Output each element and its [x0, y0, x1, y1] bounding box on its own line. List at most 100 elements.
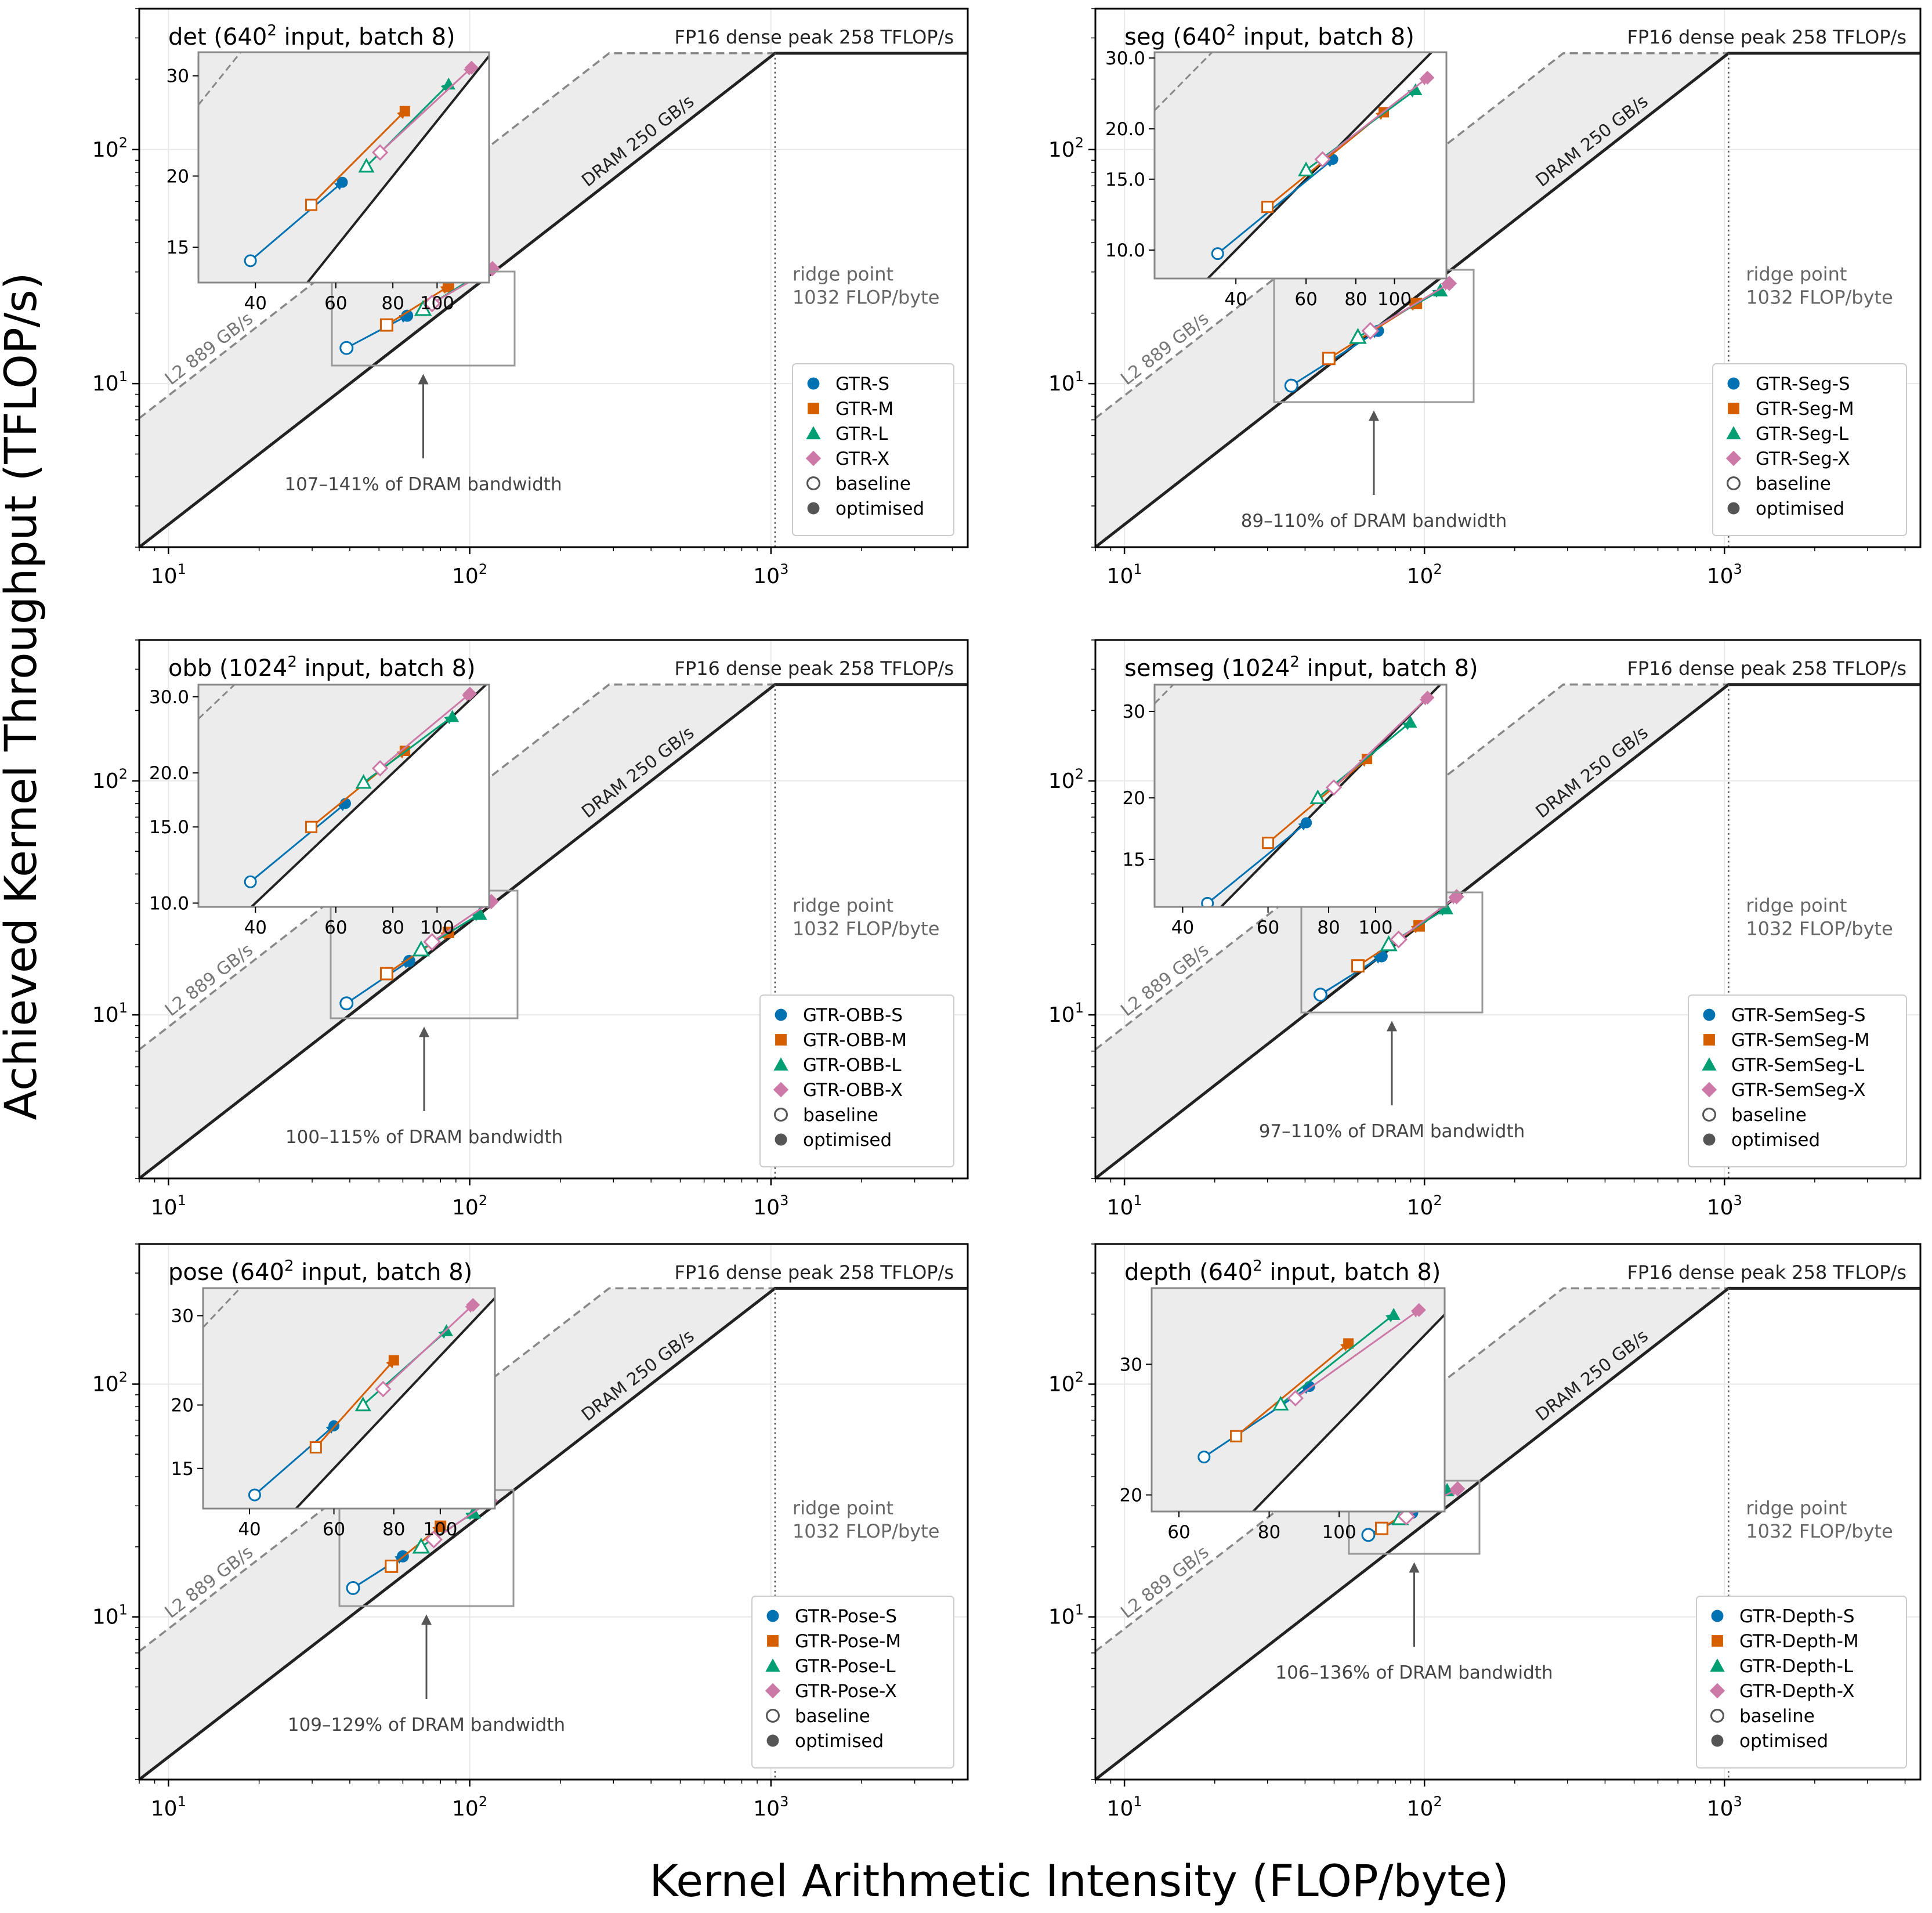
y-tick-base: 10 — [92, 1605, 119, 1629]
panel-title-name: semseg (1024 — [1124, 655, 1290, 682]
legend-label: GTR-Pose-S — [795, 1606, 897, 1627]
x-tick-exp: 2 — [479, 561, 487, 577]
x-tick-exp: 3 — [1734, 1192, 1742, 1209]
inset-baseline-point — [1309, 789, 1326, 804]
annotation-text: 97–110% of DRAM bandwidth — [1259, 1121, 1525, 1142]
inset-frame — [197, 684, 490, 908]
y-tick-base: 10 — [1048, 769, 1075, 793]
legend-marker — [1726, 426, 1741, 440]
inset-x-tick-label: 100 — [423, 1519, 457, 1540]
axes-frame — [138, 8, 969, 548]
baseline-point — [1322, 352, 1336, 366]
inset-y-tick-label: 30.0 — [1105, 48, 1145, 69]
x-tick-base: 10 — [1107, 1797, 1134, 1821]
inset-optimised-point — [1420, 690, 1435, 705]
inset-x-tick-label: 40 — [1224, 289, 1247, 310]
inset-band — [203, 1288, 495, 1509]
x-tick-base: 10 — [1707, 565, 1734, 588]
x-tick-label: 103 — [753, 561, 788, 588]
legend-marker — [1710, 1709, 1724, 1723]
inset-baseline-point — [1272, 1395, 1289, 1411]
inset-baseline-point — [1262, 837, 1275, 849]
inset-baseline-point — [1230, 1430, 1243, 1442]
axes-frame — [138, 1243, 969, 1781]
annotation-text: 100–115% of DRAM bandwidth — [285, 1127, 563, 1148]
inset-y-tick-label: 20.0 — [1105, 119, 1145, 140]
ridge-label: 1032 FLOP/byte — [1746, 287, 1893, 309]
inset-plot-area — [1152, 1288, 1445, 1511]
inset-series-arrow — [254, 1424, 335, 1496]
baseline-point — [1361, 321, 1380, 340]
legend-marker — [805, 450, 822, 467]
optimised-point — [1449, 889, 1464, 905]
x-tick-exp: 1 — [1133, 1192, 1142, 1209]
panel-title-name: seg (640 — [1124, 24, 1227, 50]
inset-baseline-point — [1201, 896, 1214, 907]
inset-optimised-point — [399, 106, 410, 117]
legend-label: baseline — [795, 1706, 870, 1727]
legend-marker — [806, 426, 821, 440]
legend-marker — [1710, 1658, 1725, 1672]
inset-series-arrow — [1294, 1309, 1421, 1400]
inset-baseline-point — [371, 760, 389, 777]
legend-label: GTR-Seg-X — [1756, 449, 1850, 469]
inset-optimised-point — [464, 60, 479, 75]
inset-y-tick-label: 15 — [171, 1459, 194, 1480]
x-tick-label: 102 — [1407, 1793, 1442, 1821]
inset-series-arrow — [315, 1359, 395, 1448]
x-tick-label: 101 — [151, 1793, 186, 1821]
inset-y-tick-label: 30 — [167, 66, 189, 87]
baseline-point — [1397, 1507, 1416, 1525]
baseline-point — [423, 294, 442, 313]
baseline-point — [412, 1538, 430, 1554]
axes-frame — [1094, 8, 1922, 548]
optimised-point — [1441, 276, 1457, 291]
ridge-label: ridge point — [793, 1497, 893, 1519]
legend-marker — [1727, 502, 1740, 515]
y-tick-label: 101 — [1048, 368, 1084, 396]
inset-x-tick-label: 60 — [323, 1519, 345, 1540]
baseline-point — [379, 967, 393, 981]
inset-y-tick-label: 20.0 — [149, 763, 189, 784]
legend-label: baseline — [1756, 473, 1831, 494]
inset-y-tick-label: 30 — [171, 1306, 194, 1327]
inset-baseline-point — [1325, 779, 1343, 796]
x-tick-exp: 2 — [1433, 1192, 1442, 1209]
legend-label: GTR-OBB-M — [803, 1030, 907, 1051]
x-tick-label: 102 — [1407, 561, 1442, 588]
axes-frame — [1094, 1243, 1922, 1781]
series-arrow — [1370, 282, 1451, 332]
legend-marker — [766, 1709, 780, 1723]
legend-label: optimised — [1756, 498, 1844, 519]
baseline-point — [1351, 959, 1365, 973]
panel-title-rest: input, batch 8) — [277, 24, 455, 50]
series-arrow — [431, 901, 493, 943]
legend-box — [1688, 995, 1907, 1167]
inset-series-arrow — [1207, 822, 1308, 905]
inset-baseline-point — [358, 158, 375, 173]
inset-y-tick-label: 15 — [167, 237, 189, 258]
peak-label: FP16 dense peak 258 TFLOP/s — [674, 1261, 954, 1283]
x-tick-label: 101 — [1107, 561, 1142, 588]
y-tick-label: 102 — [1048, 1369, 1084, 1397]
annotation-text: 109–129% of DRAM bandwidth — [288, 1715, 565, 1735]
l2-roof-line — [1095, 52, 1729, 420]
panel-title-name: depth (640 — [1124, 1259, 1253, 1286]
panel-title-sup: 2 — [1227, 22, 1236, 39]
baseline-point — [385, 1559, 399, 1573]
y-tick-label: 102 — [1048, 135, 1084, 162]
inset-plot-area — [1155, 685, 1446, 907]
y-tick-label: 101 — [92, 1602, 128, 1629]
x-tick-label: 101 — [151, 1192, 186, 1220]
inset-optimised-point — [1409, 83, 1423, 96]
inset-optimised-point — [1403, 715, 1417, 728]
x-tick-base: 10 — [452, 1196, 479, 1220]
inset: 40 60 80 100 10.0 15.0 20.0 30.0 — [149, 684, 490, 938]
legend-marker — [1701, 1082, 1717, 1098]
y-tick-exp: 1 — [119, 1000, 128, 1016]
inset-x-tick-label: 80 — [1344, 289, 1367, 310]
inset-optimised-point — [1387, 1308, 1401, 1320]
legend-marker — [1703, 1133, 1716, 1146]
